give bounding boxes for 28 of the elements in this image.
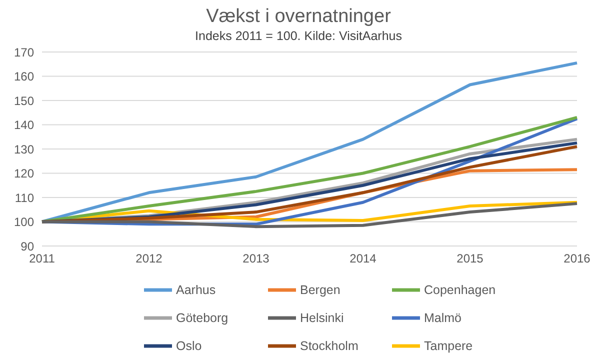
legend-label: Helsinki bbox=[300, 310, 345, 328]
legend-label: Stockholm bbox=[300, 338, 360, 356]
chart-title: Vækst i overnatninger bbox=[205, 5, 392, 28]
legend-label: Bergen bbox=[300, 282, 342, 300]
x-tick-label: 2011 bbox=[29, 252, 56, 266]
y-tick-label: 140 bbox=[14, 118, 34, 132]
legend-label: Oslo bbox=[176, 338, 203, 356]
line-series bbox=[40, 61, 578, 224]
y-tick-label: 120 bbox=[14, 166, 34, 181]
legend-label: Copenhagen bbox=[424, 282, 497, 300]
y-tick-label: 150 bbox=[14, 94, 34, 108]
y-tick-label: 170 bbox=[14, 45, 34, 60]
line-series bbox=[40, 202, 578, 228]
x-tick-label: 2014 bbox=[350, 252, 377, 266]
legend-label: Malmö bbox=[424, 310, 463, 328]
legend-label: Aarhus bbox=[176, 282, 217, 300]
x-tick-label: 2013 bbox=[242, 252, 270, 266]
y-tick-label: 160 bbox=[14, 70, 34, 84]
x-tick-label: 2015 bbox=[456, 252, 484, 266]
x-tick-label: 2012 bbox=[136, 252, 163, 266]
x-tick-label: 2016 bbox=[564, 252, 591, 266]
legend-label: Tampere bbox=[424, 338, 474, 356]
y-tick-label: 110 bbox=[14, 190, 34, 205]
legend-label: Göteborg bbox=[176, 310, 230, 328]
y-tick-label: 90 bbox=[20, 239, 34, 254]
y-tick-label: 130 bbox=[14, 142, 34, 156]
y-tick-label: 100 bbox=[14, 215, 34, 230]
chart-subtitle: Indeks 2011 = 100. Kilde: VisitAarhus bbox=[194, 28, 403, 44]
